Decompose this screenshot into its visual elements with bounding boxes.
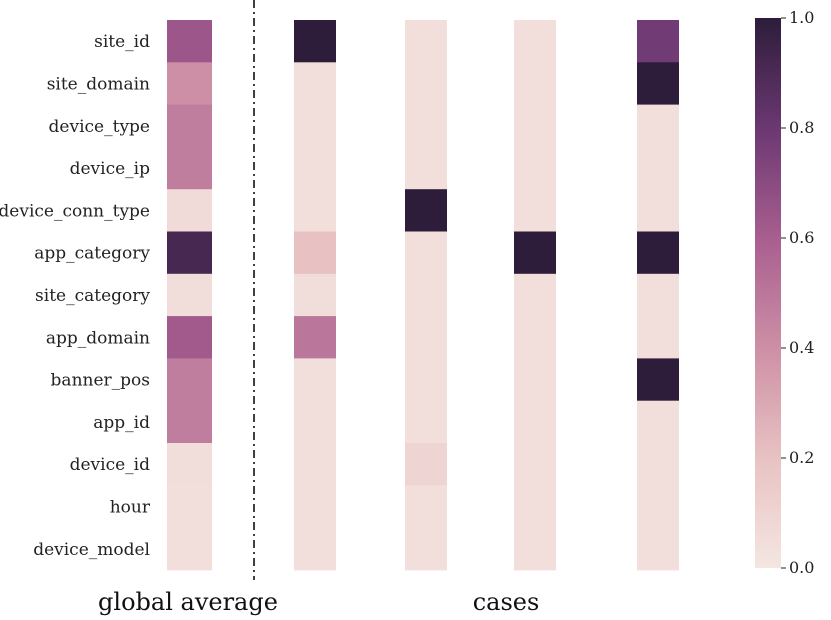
heatmap-cell <box>405 231 447 275</box>
colorbar-tick-label: 0.8 <box>789 118 814 137</box>
heatmap-cell <box>405 358 447 402</box>
heatmap-cell <box>294 189 336 232</box>
heatmap-cell <box>405 273 447 317</box>
row-label: site_id <box>94 32 150 52</box>
heatmap-cell <box>637 527 679 571</box>
heatmap-cell <box>405 443 447 486</box>
heatmap-cell <box>294 358 336 402</box>
row-label: site_domain <box>47 74 150 94</box>
row-label: app_category <box>34 244 150 264</box>
heatmap-cell <box>167 273 212 317</box>
heatmap-cell <box>405 316 447 359</box>
heatmap-cell <box>405 527 447 571</box>
heatmap-cell <box>514 62 556 106</box>
colorbar-tick-label: 0.6 <box>789 228 814 247</box>
heatmap-cell <box>637 104 679 148</box>
colorbar-tick-label: 0.4 <box>789 338 814 357</box>
colorbar-tick-label: 1.0 <box>789 8 814 27</box>
row-label: app_domain <box>46 328 150 348</box>
heatmap-cell <box>405 189 447 232</box>
heatmap-cell <box>294 527 336 571</box>
global-average-column <box>167 20 212 571</box>
heatmap-cell <box>405 485 447 529</box>
heatmap-cell <box>167 189 212 232</box>
heatmap-cell <box>637 316 679 359</box>
heatmap-cell <box>637 20 679 63</box>
row-label: site_category <box>35 286 150 306</box>
colorbar-tick-label: 0.2 <box>789 448 814 467</box>
heatmap-cell <box>294 400 336 444</box>
heatmap-cell <box>294 104 336 148</box>
heatmap-cell <box>514 400 556 444</box>
heatmap-cell <box>294 316 336 359</box>
heatmap-cell <box>405 146 447 190</box>
heatmap-cell <box>514 485 556 529</box>
cases-label: cases <box>473 588 540 616</box>
heatmap-cell <box>294 231 336 275</box>
heatmap-cell <box>637 400 679 444</box>
heatmap-cell <box>167 527 212 571</box>
row-label: device_conn_type <box>0 201 150 221</box>
heatmap-cell <box>514 189 556 232</box>
heatmap-cell <box>514 358 556 402</box>
heatmap-cell <box>514 316 556 359</box>
heatmap-cell <box>514 20 556 63</box>
heatmap-cell <box>294 273 336 317</box>
cases-columns <box>294 20 679 571</box>
row-label: device_type <box>49 117 150 137</box>
heatmap-cell <box>167 62 212 106</box>
heatmap-cell <box>637 231 679 275</box>
heatmap-cell <box>637 358 679 402</box>
heatmap-cell <box>637 62 679 106</box>
row-label: device_ip <box>70 159 151 179</box>
heatmap-cell <box>167 443 212 486</box>
heatmap-cell <box>167 400 212 444</box>
heatmap-cell <box>294 62 336 106</box>
heatmap-cell <box>514 273 556 317</box>
heatmap-cell <box>405 20 447 63</box>
heatmap-cell <box>294 443 336 486</box>
heatmap-cell <box>294 485 336 529</box>
global-average-label: global average <box>98 588 278 616</box>
colorbar: 0.0 0.2 0.4 0.6 0.8 1.0 <box>755 8 814 577</box>
heatmap-cell <box>637 189 679 232</box>
heatmap-cell <box>637 146 679 190</box>
heatmap-cell <box>514 443 556 486</box>
row-label: device_id <box>70 455 151 475</box>
heatmap-cell <box>167 104 212 148</box>
heatmap-cell <box>637 273 679 317</box>
colorbar-gradient <box>755 18 781 568</box>
heatmap-cell <box>405 62 447 106</box>
row-label: device_model <box>33 540 150 560</box>
colorbar-tick-label: 0.0 <box>789 558 814 577</box>
heatmap-cell <box>514 527 556 571</box>
row-label: banner_pos <box>51 371 150 391</box>
heatmap-cell <box>405 400 447 444</box>
heatmap-cell <box>167 231 212 275</box>
heatmap-cell <box>167 316 212 359</box>
heatmap-cell <box>637 485 679 529</box>
heatmap-cell <box>167 146 212 190</box>
heatmap-cell <box>294 146 336 190</box>
row-labels: site_id site_domain device_type device_ipde… <box>0 32 151 560</box>
row-label: hour <box>110 497 151 517</box>
heatmap-cell <box>405 104 447 148</box>
heatmap-cell <box>167 485 212 529</box>
heatmap-cell <box>167 20 212 63</box>
heatmap-cell <box>514 146 556 190</box>
heatmap-cell <box>514 104 556 148</box>
heatmap-cell <box>167 358 212 402</box>
heatmap-cell <box>514 231 556 275</box>
row-label: app_id <box>93 413 150 433</box>
heatmap-cell <box>637 443 679 486</box>
heatmap-cell <box>294 20 336 63</box>
